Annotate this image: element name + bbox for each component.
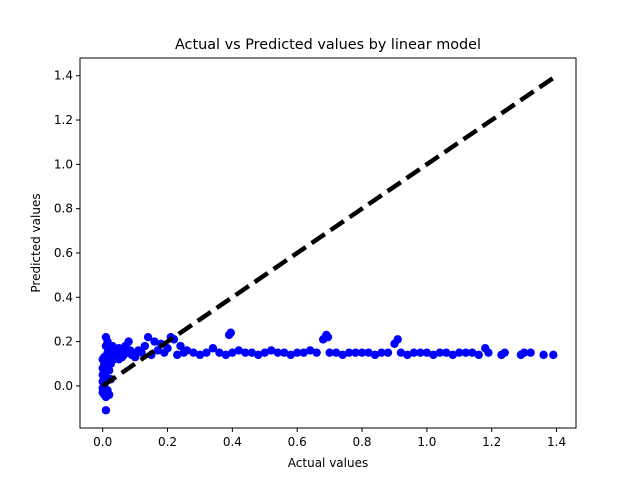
data-point (396, 348, 406, 357)
x-tick-label: 0.2 (158, 435, 177, 449)
data-point (260, 348, 269, 357)
data-point (442, 348, 451, 357)
data-point (323, 332, 333, 342)
data-point (150, 337, 159, 346)
x-tick-label: 1.4 (547, 435, 566, 449)
data-point (202, 348, 211, 357)
x-tick-label: 1.2 (482, 435, 501, 449)
data-point (549, 350, 558, 360)
data-point (228, 348, 237, 357)
x-axis-label: Actual values (288, 456, 368, 470)
data-point (325, 348, 334, 357)
x-tick-label: 0.0 (93, 435, 112, 449)
data-point (234, 346, 244, 355)
data-point (448, 350, 458, 360)
data-point (189, 348, 198, 357)
data-point (215, 348, 224, 357)
data-point (461, 348, 470, 357)
data-point (143, 332, 153, 342)
data-point (370, 350, 380, 360)
data-point (221, 350, 231, 360)
data-point (299, 348, 308, 357)
y-tick-label: 1.4 (54, 69, 73, 83)
data-point (484, 348, 493, 357)
data-point (104, 390, 114, 399)
data-point (344, 348, 354, 357)
data-point (124, 337, 133, 346)
data-point (519, 348, 529, 357)
data-point (422, 348, 432, 357)
data-point (182, 346, 192, 355)
data-point (331, 348, 341, 357)
data-point (226, 328, 235, 337)
data-point (377, 348, 386, 357)
data-point (293, 348, 302, 357)
data-point (267, 346, 276, 355)
axis-ticks: 0.0 0.2 0.4 0.6 0.8 1.0 1.2 1.4 0.0 0.2 0.4 0.6 0.8 1… (54, 69, 566, 449)
data-point (163, 344, 172, 353)
data-point (416, 348, 425, 357)
data-point (403, 350, 412, 360)
data-point (104, 366, 114, 375)
x-tick-label: 1.0 (417, 435, 436, 449)
data-point (409, 348, 419, 357)
data-point (153, 346, 163, 355)
data-point (429, 350, 438, 360)
data-point (254, 350, 263, 360)
data-point (280, 348, 289, 357)
x-tick-label: 0.8 (352, 435, 371, 449)
y-tick-label: 0.6 (54, 246, 73, 260)
y-tick-label: 0.8 (54, 202, 73, 216)
data-point (383, 348, 393, 357)
data-point (468, 348, 477, 357)
chart-title: Actual vs Predicted values by linear mod… (175, 37, 481, 53)
plot-area (79, 57, 577, 429)
data-point (273, 348, 282, 357)
data-point (474, 350, 483, 360)
data-point (101, 406, 111, 415)
data-point (137, 348, 146, 357)
data-point (393, 335, 402, 344)
data-point (455, 348, 464, 357)
y-tick-label: 1.0 (54, 157, 73, 171)
x-tick-label: 0.4 (223, 435, 242, 449)
data-point (305, 346, 315, 355)
y-tick-label: 0.4 (54, 290, 73, 304)
y-axis-label: Predicted values (29, 193, 43, 292)
data-point (435, 348, 445, 357)
data-point (286, 350, 295, 360)
data-point (241, 348, 250, 357)
data-point (312, 348, 321, 357)
data-point (364, 348, 373, 357)
data-point (539, 350, 548, 360)
data-point (351, 348, 360, 357)
y-tick-label: 1.2 (54, 113, 73, 127)
data-point (357, 348, 367, 357)
data-point (130, 352, 140, 362)
axes-frame (79, 57, 577, 429)
data-point (338, 350, 347, 360)
data-point (176, 341, 185, 351)
data-point (208, 344, 218, 353)
data-point (500, 348, 509, 357)
data-point (173, 350, 182, 360)
data-point (526, 348, 535, 357)
x-tick-label: 0.6 (288, 435, 307, 449)
data-point (195, 350, 205, 360)
y-tick-label: 0.0 (54, 379, 73, 393)
data-point (247, 348, 257, 357)
y-tick-label: 0.2 (54, 335, 73, 349)
data-point (140, 341, 150, 351)
